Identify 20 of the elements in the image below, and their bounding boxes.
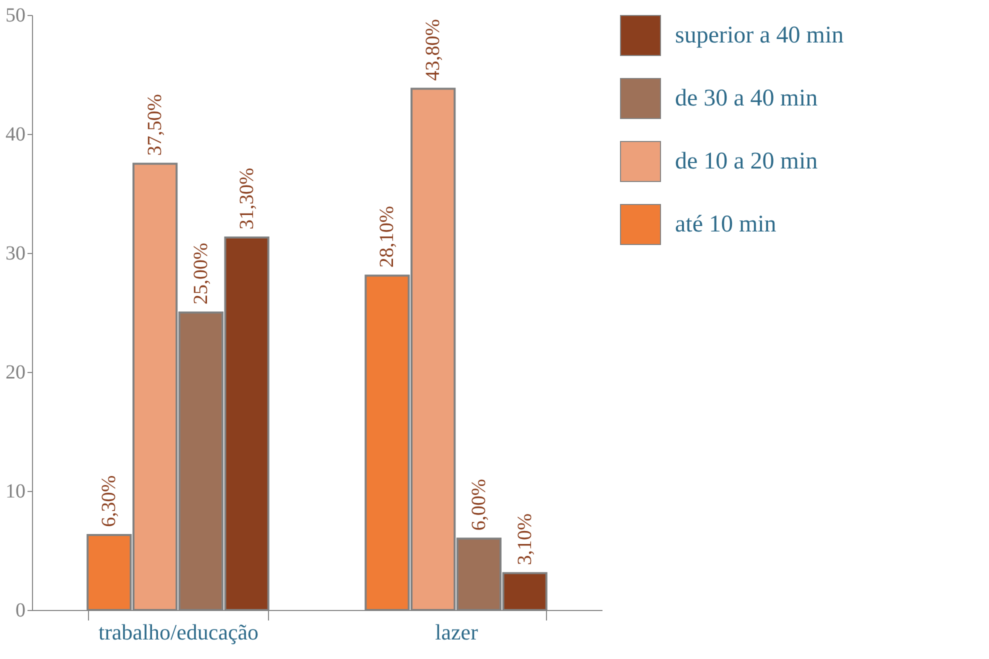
legend-label: superior a 40 min [675, 22, 844, 48]
data-label: 6,00% [468, 478, 490, 531]
data-label: 43,80% [422, 19, 444, 81]
data-label: 31,30% [236, 168, 258, 230]
y-tick-label: 50 [6, 4, 26, 26]
legend-label: até 10 min [675, 212, 776, 238]
x-tick-label: lazer [435, 620, 479, 644]
y-tick-label: 20 [6, 362, 26, 384]
y-tick-label: 30 [6, 242, 26, 264]
data-label: 25,00% [190, 242, 212, 304]
data-label: 3,10% [514, 513, 536, 566]
data-label: 6,30% [98, 475, 120, 528]
data-label: 37,50% [144, 94, 166, 156]
x-tick-label: trabalho/educação [98, 620, 258, 644]
y-tick-label: 0 [16, 600, 26, 622]
legend-label: de 30 a 40 min [675, 86, 818, 112]
y-tick-label: 40 [6, 124, 26, 146]
y-tick-label: 10 [6, 480, 26, 502]
data-label: 28,10% [376, 206, 398, 268]
legend-label: de 10 a 20 min [675, 148, 818, 174]
